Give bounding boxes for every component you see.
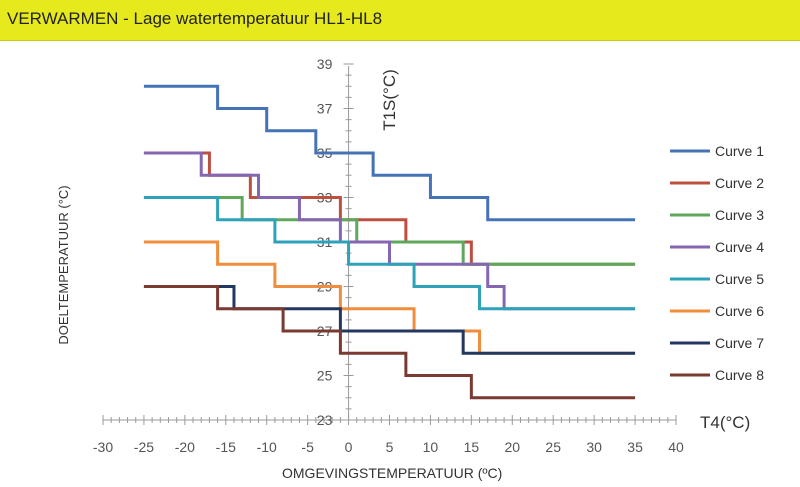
y-tick-label: 25 [317,368,333,384]
x-tick-label: 30 [586,439,602,455]
x-tick-label: -15 [216,439,236,455]
y-tick-label: 37 [317,101,333,117]
y-tick-label: 39 [317,56,333,72]
x-tick-label: 25 [545,439,561,455]
y-tick-label: 23 [317,412,333,428]
x-tick-label: -30 [93,439,113,455]
x-tick-label: 5 [386,439,394,455]
legend-label-curve-3: Curve 3 [715,207,764,223]
legend-label-curve-8: Curve 8 [715,367,764,383]
legend-label-curve-2: Curve 2 [715,175,764,191]
x-axis-title: OMGEVINGSTEMPERATUUR (ºC) [282,465,502,481]
series-line-curve-4 [143,151,636,311]
page-title: VERWARMEN - Lage watertemperatuur HL1-HL… [7,9,383,28]
x-tick-label: 35 [627,439,643,455]
series-line-curve-7 [143,285,636,355]
x-tick-label: 15 [464,439,480,455]
series-line-curve-1 [143,84,636,222]
header-banner: VERWARMEN - Lage watertemperatuur HL1-HL… [0,0,800,41]
y-axis-title: DOELTEMPERATUUR (°C) [56,185,71,344]
chart-legend: Curve 1 Curve 2 Curve 3 Curve 4 Curve 5 Curve… [670,143,764,383]
series-line-curve-5 [143,196,636,311]
series-line-curve-6 [143,240,636,355]
y-axis-name: T1S(°C) [380,69,399,131]
legend-label-curve-7: Curve 7 [715,335,764,351]
x-tick-label: -10 [257,439,277,455]
chart-series-layer [143,84,636,400]
x-axis-name: T4(°C) [700,413,750,432]
x-tick-label: -20 [175,439,195,455]
series-line-curve-8 [143,285,636,400]
x-tick-label: 40 [668,439,684,455]
x-tick-label: 0 [345,439,353,455]
x-tick-label: 20 [504,439,520,455]
x-tick-label: -5 [301,439,314,455]
x-tick-label: -25 [134,439,154,455]
legend-label-curve-6: Curve 6 [715,303,764,319]
legend-label-curve-5: Curve 5 [715,271,764,287]
x-tick-label: 10 [423,439,439,455]
legend-label-curve-1: Curve 1 [715,143,764,159]
legend-label-curve-4: Curve 4 [715,239,764,255]
